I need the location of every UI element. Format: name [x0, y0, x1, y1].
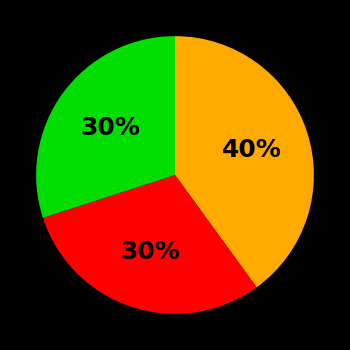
Text: 30%: 30%	[120, 240, 180, 264]
Wedge shape	[175, 36, 314, 287]
Wedge shape	[43, 175, 257, 314]
Wedge shape	[36, 36, 175, 218]
Text: 30%: 30%	[80, 116, 140, 140]
Text: 40%: 40%	[222, 138, 281, 162]
